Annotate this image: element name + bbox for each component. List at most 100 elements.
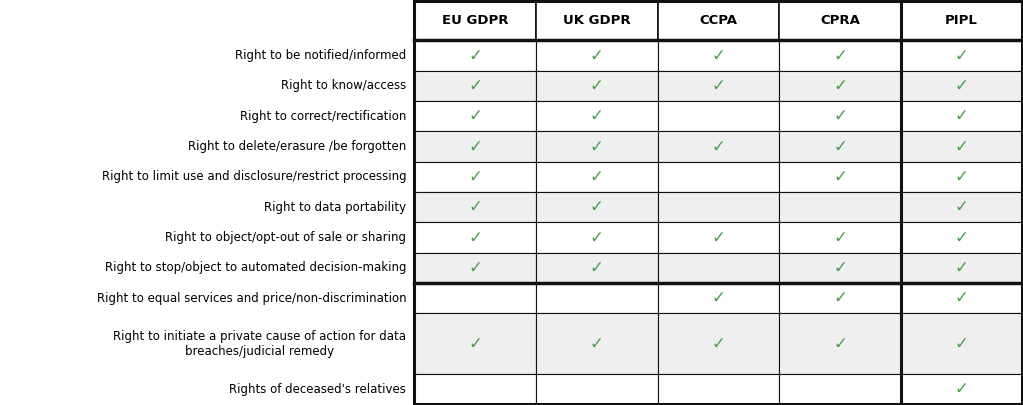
Bar	[536, 1, 658, 41]
Bar	[536, 101, 658, 132]
Text: ✓: ✓	[590, 168, 604, 186]
Bar	[780, 132, 900, 162]
Bar	[414, 1, 536, 41]
Bar	[1, 40, 414, 71]
Bar	[536, 192, 658, 222]
Bar	[780, 253, 900, 283]
Text: Right to data portability: Right to data portability	[264, 201, 406, 214]
Text: ✓: ✓	[469, 335, 482, 353]
Text: Right to delete/erasure /be forgotten: Right to delete/erasure /be forgotten	[188, 140, 406, 153]
Bar	[536, 71, 658, 101]
Text: ✓: ✓	[711, 47, 725, 65]
Text: ✓: ✓	[469, 259, 482, 277]
Bar	[414, 222, 536, 253]
Text: ✓: ✓	[590, 259, 604, 277]
Bar	[900, 222, 1022, 253]
Text: ✓: ✓	[469, 47, 482, 65]
Bar	[900, 101, 1022, 132]
Bar	[658, 132, 780, 162]
Bar	[414, 132, 536, 162]
Bar	[900, 71, 1022, 101]
Bar	[414, 162, 536, 192]
Text: ✓: ✓	[711, 138, 725, 156]
Bar	[536, 283, 658, 313]
Text: Right to know/access: Right to know/access	[281, 79, 406, 92]
Text: ✓: ✓	[469, 228, 482, 247]
Bar	[658, 253, 780, 283]
Bar	[536, 132, 658, 162]
Text: Right to be notified/informed: Right to be notified/informed	[235, 49, 406, 62]
Bar	[1, 162, 414, 192]
Text: Right to stop/object to automated decision-making: Right to stop/object to automated decisi…	[104, 261, 406, 274]
Text: PIPL: PIPL	[945, 14, 978, 27]
Bar	[658, 374, 780, 404]
Text: ✓: ✓	[833, 168, 847, 186]
Bar	[414, 40, 536, 71]
Bar	[414, 313, 536, 374]
Text: Rights of deceased's relatives: Rights of deceased's relatives	[229, 383, 406, 396]
Text: ✓: ✓	[954, 289, 969, 307]
Text: ✓: ✓	[711, 335, 725, 353]
Text: ✓: ✓	[954, 77, 969, 95]
Bar	[900, 162, 1022, 192]
Bar	[658, 40, 780, 71]
Text: ✓: ✓	[833, 335, 847, 353]
Text: ✓: ✓	[469, 107, 482, 125]
Text: Right to correct/rectification: Right to correct/rectification	[240, 110, 406, 123]
Bar	[658, 192, 780, 222]
Bar	[900, 192, 1022, 222]
Bar	[780, 222, 900, 253]
Bar	[414, 253, 536, 283]
Text: ✓: ✓	[590, 335, 604, 353]
Text: ✓: ✓	[833, 77, 847, 95]
Text: ✓: ✓	[590, 228, 604, 247]
Bar	[900, 374, 1022, 404]
Text: ✓: ✓	[590, 77, 604, 95]
Bar	[658, 101, 780, 132]
Bar	[780, 313, 900, 374]
Text: EU GDPR: EU GDPR	[442, 14, 508, 27]
Text: ✓: ✓	[954, 228, 969, 247]
Bar	[1, 253, 414, 283]
Text: ✓: ✓	[954, 198, 969, 216]
Bar	[780, 374, 900, 404]
Text: ✓: ✓	[711, 289, 725, 307]
Text: ✓: ✓	[954, 138, 969, 156]
Bar	[414, 71, 536, 101]
Bar	[536, 374, 658, 404]
Bar	[1, 374, 414, 404]
Text: ✓: ✓	[833, 228, 847, 247]
Text: ✓: ✓	[711, 228, 725, 247]
Bar	[780, 192, 900, 222]
Bar	[536, 162, 658, 192]
Bar	[1, 132, 414, 162]
Bar	[1, 283, 414, 313]
Text: CPRA: CPRA	[820, 14, 860, 27]
Bar	[780, 101, 900, 132]
Text: Right to equal services and price/non-discrimination: Right to equal services and price/non-di…	[96, 292, 406, 305]
Text: Right to limit use and disclosure/restrict processing: Right to limit use and disclosure/restri…	[101, 171, 406, 183]
Text: Right to object/opt-out of sale or sharing: Right to object/opt-out of sale or shari…	[166, 231, 406, 244]
Text: ✓: ✓	[833, 259, 847, 277]
Text: Right to initiate a private cause of action for data
breaches/judicial remedy: Right to initiate a private cause of act…	[114, 330, 406, 358]
Text: ✓: ✓	[711, 77, 725, 95]
Text: ✓: ✓	[954, 168, 969, 186]
Bar	[780, 283, 900, 313]
Bar	[536, 313, 658, 374]
Text: UK GDPR: UK GDPR	[563, 14, 630, 27]
Bar	[414, 192, 536, 222]
Text: ✓: ✓	[833, 47, 847, 65]
Text: ✓: ✓	[833, 138, 847, 156]
Bar	[900, 283, 1022, 313]
Bar	[414, 1, 1022, 404]
Text: ✓: ✓	[833, 289, 847, 307]
Bar	[780, 71, 900, 101]
Bar	[1, 222, 414, 253]
Bar	[536, 253, 658, 283]
Bar	[658, 162, 780, 192]
Bar	[1, 101, 414, 132]
Bar	[900, 1, 1022, 41]
Text: ✓: ✓	[954, 380, 969, 398]
Text: ✓: ✓	[833, 107, 847, 125]
Bar	[658, 283, 780, 313]
